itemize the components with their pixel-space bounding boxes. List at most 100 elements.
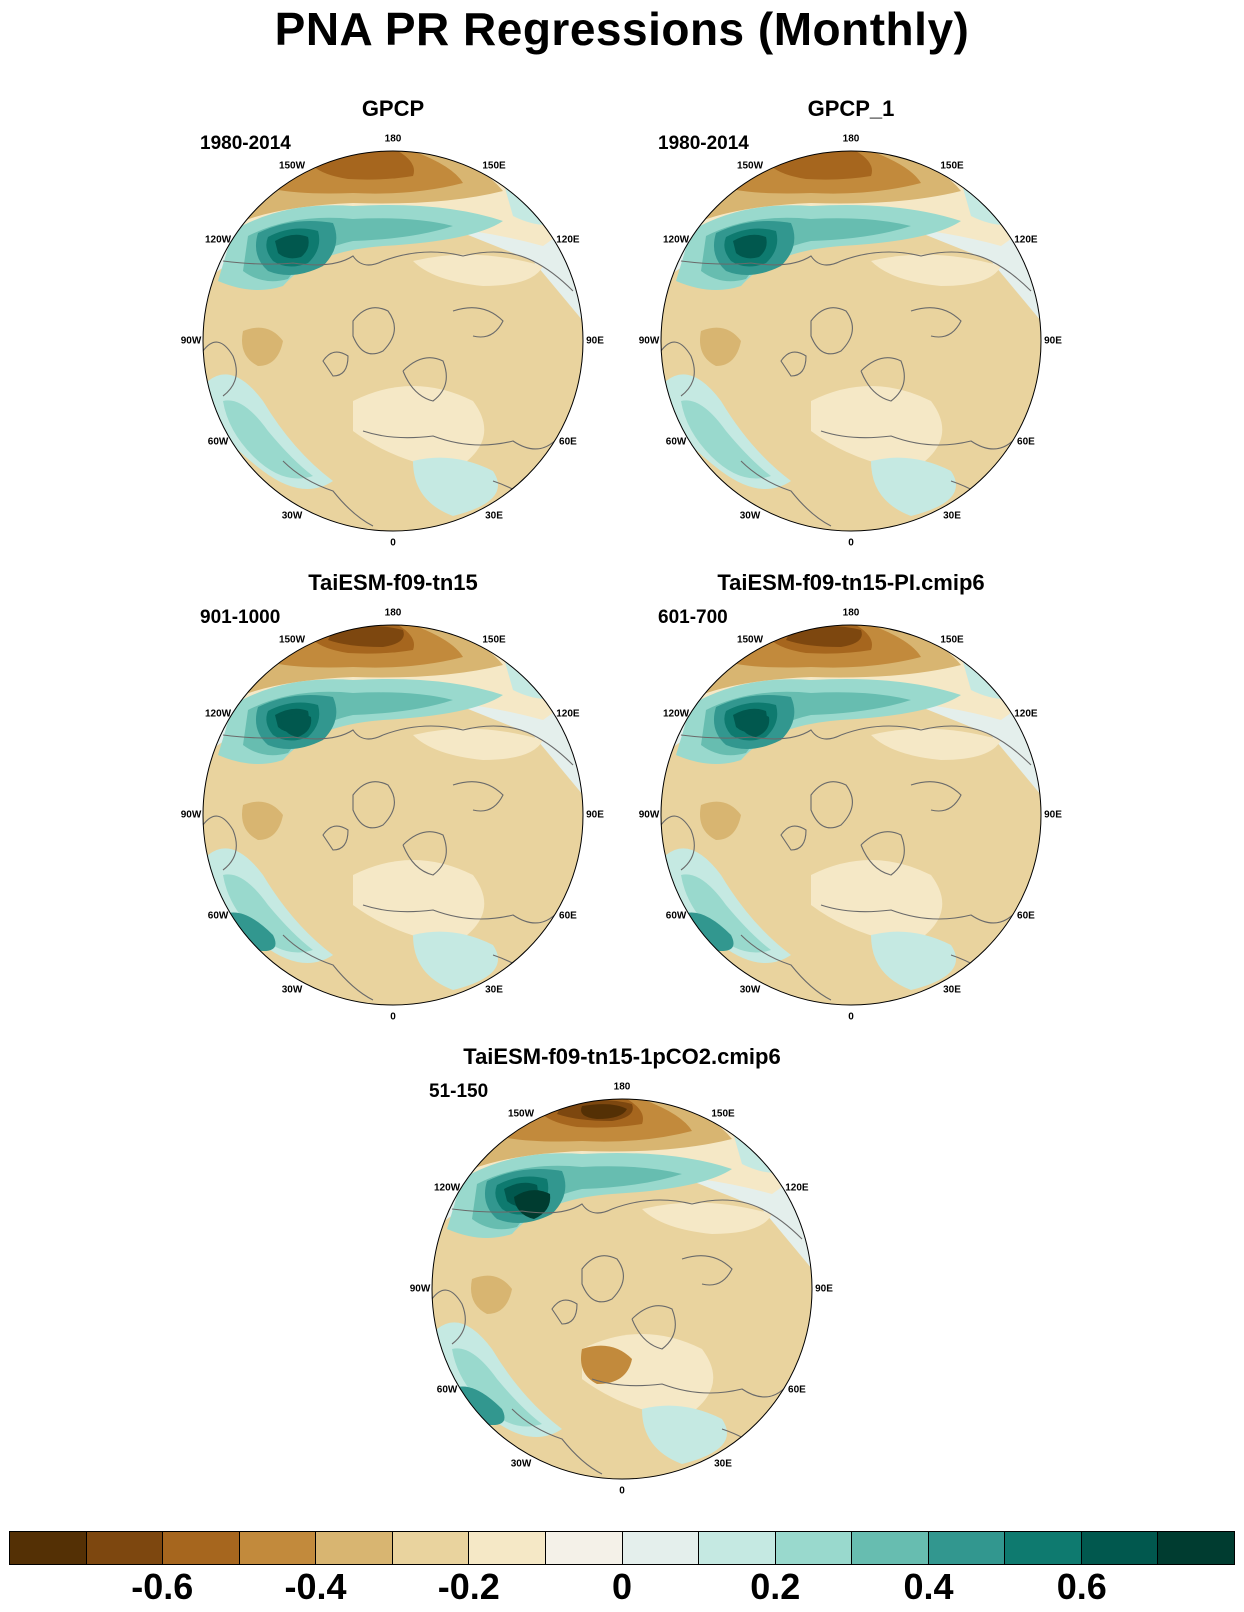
coastline <box>661 341 695 397</box>
longitude-label: 150W <box>278 160 306 172</box>
panel-period: 51-150 <box>429 1081 489 1102</box>
contour-region <box>208 848 333 963</box>
panel-period: 1980-2014 <box>200 133 291 154</box>
longitude-label: 60W <box>436 1384 458 1396</box>
longitude-label: 90W <box>638 335 660 347</box>
colorbar-tick-label: 0.2 <box>750 1566 801 1607</box>
longitude-label: 180 <box>842 133 860 145</box>
coastline <box>740 460 832 527</box>
colorbar-swatch <box>239 1532 317 1564</box>
longitude-label: 180 <box>384 607 402 619</box>
longitude-label: 0 <box>848 537 854 549</box>
coastline <box>452 781 504 812</box>
colorbar-swatch <box>1158 1532 1234 1564</box>
coastline <box>810 781 853 829</box>
contour-region <box>681 874 771 953</box>
coastline <box>432 1289 466 1345</box>
map-boundary <box>202 150 584 532</box>
longitude-label: 90E <box>586 809 604 821</box>
contour-region <box>353 860 485 945</box>
contour-region <box>275 234 309 259</box>
coastline <box>451 1203 613 1214</box>
coastline <box>681 1255 733 1286</box>
coastline <box>661 815 695 871</box>
contour-region <box>786 626 862 647</box>
contour-region <box>242 801 283 840</box>
contour-region <box>471 1275 512 1314</box>
contour-region <box>437 1322 562 1437</box>
colorbar-tick-label: -0.2 <box>437 1566 500 1607</box>
contour-region <box>733 234 767 259</box>
panel-title: TaiESM-f09-tn15-PI.cmip6 <box>717 570 985 595</box>
contour-region <box>811 386 943 471</box>
coastline <box>631 1305 676 1350</box>
longitude-label: 150E <box>711 1108 735 1120</box>
contour-region <box>700 327 741 366</box>
longitude-label: 150E <box>940 634 964 646</box>
contour-region <box>642 1202 772 1234</box>
colorbar-swatch <box>699 1532 776 1564</box>
coastline <box>402 357 447 402</box>
longitude-label: 60W <box>207 436 229 448</box>
panel-title: TaiESM-f09-tn15 <box>308 570 478 595</box>
longitude-label: 90E <box>586 335 604 347</box>
contour-region <box>811 860 943 945</box>
polar-map <box>431 1098 813 1480</box>
coastline <box>820 904 1022 924</box>
colorbar-swatch <box>392 1532 470 1564</box>
polar-map <box>202 624 584 1006</box>
colorbar-swatch <box>622 1532 700 1564</box>
longitude-label: 120E <box>556 708 580 720</box>
contour-region <box>413 931 498 990</box>
longitude-label: 30E <box>943 984 961 996</box>
longitude-label: 120W <box>663 708 690 720</box>
longitude-label: 30E <box>485 510 503 522</box>
panel-title: GPCP <box>361 96 425 121</box>
coastline <box>860 831 905 876</box>
coastline <box>362 904 564 924</box>
coastline <box>611 1199 803 1240</box>
longitude-label: 0 <box>619 1485 625 1497</box>
coastline <box>282 934 374 1001</box>
coastline <box>222 729 384 740</box>
colorbar-tick-label: 0 <box>611 1566 633 1607</box>
coastline <box>382 725 574 766</box>
longitude-label: 120E <box>785 1182 809 1194</box>
colorbar-tick-label: 0.4 <box>903 1566 954 1607</box>
colorbar-swatch <box>163 1532 240 1564</box>
longitude-label: 60E <box>1017 436 1035 448</box>
contour-region <box>328 626 404 647</box>
longitude-label: 120W <box>663 234 690 246</box>
coastline <box>840 251 1032 292</box>
coastline <box>322 351 349 377</box>
longitude-label: 60E <box>559 436 577 448</box>
coastline <box>780 825 807 851</box>
longitude-label: 30W <box>739 510 761 522</box>
longitude-label: 0 <box>848 1011 854 1023</box>
contour-region <box>642 1405 727 1464</box>
longitude-label: 90E <box>815 1283 833 1295</box>
contour-region <box>281 713 312 737</box>
contour-region <box>871 457 956 516</box>
longitude-label: 150E <box>482 160 506 172</box>
contour-region <box>700 801 741 840</box>
coastline <box>910 781 962 812</box>
longitude-label: 120W <box>205 234 232 246</box>
coastline <box>362 430 564 450</box>
longitude-label: 150W <box>278 634 306 646</box>
longitude-label: 120E <box>1014 708 1038 720</box>
contour-region <box>666 374 791 489</box>
longitude-label: 0 <box>390 537 396 549</box>
coastline <box>452 307 504 338</box>
coastline <box>203 341 237 397</box>
colorbar-swatch <box>86 1532 164 1564</box>
longitude-label: 60W <box>665 910 687 922</box>
longitude-label: 150W <box>736 634 764 646</box>
contour-region <box>242 327 283 366</box>
colorbar-swatch <box>545 1532 623 1564</box>
longitude-label: 30E <box>485 984 503 996</box>
panel-title: TaiESM-f09-tn15-1pCO2.cmip6 <box>463 1044 781 1069</box>
longitude-label: 180 <box>384 133 402 145</box>
coastline <box>740 934 832 1001</box>
coastline <box>591 1378 793 1398</box>
